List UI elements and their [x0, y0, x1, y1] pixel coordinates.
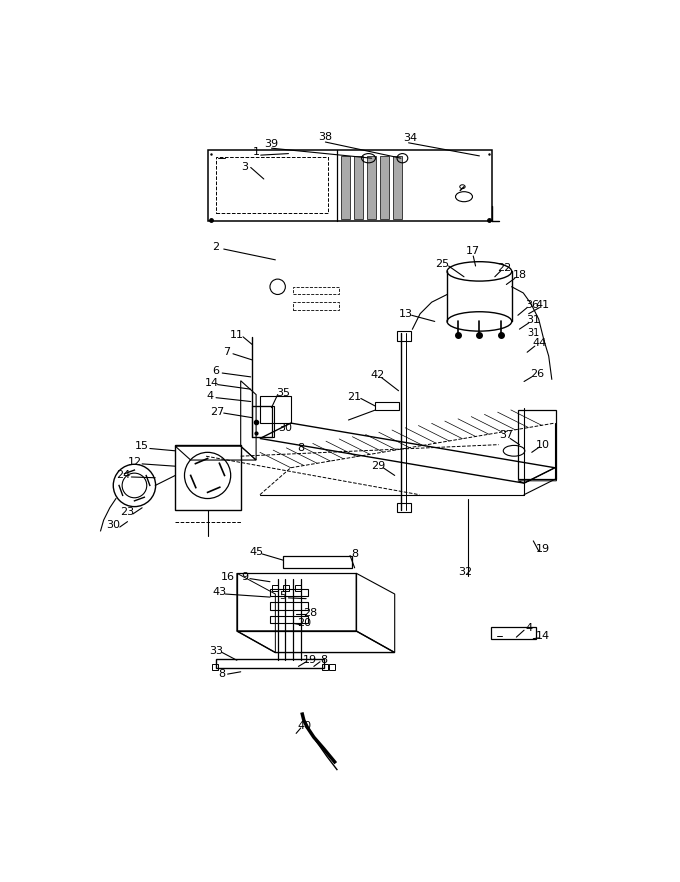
Text: 43: 43 [212, 587, 226, 597]
Text: 41: 41 [535, 300, 549, 310]
Text: 35: 35 [276, 388, 290, 398]
Text: 11: 11 [230, 330, 244, 340]
Text: 26: 26 [530, 369, 544, 378]
Text: 18: 18 [512, 270, 526, 280]
Text: 22: 22 [497, 263, 511, 273]
Text: 8: 8 [218, 669, 225, 679]
Bar [367, 156, 376, 219]
Text: 6: 6 [213, 367, 220, 377]
Text: 31: 31 [527, 328, 539, 338]
Bar [216, 157, 328, 213]
Bar [354, 156, 363, 219]
Bar [270, 616, 309, 624]
Bar [270, 588, 309, 596]
Text: 36: 36 [525, 300, 539, 310]
Text: 30: 30 [278, 422, 292, 433]
Text: 14: 14 [205, 378, 218, 388]
Text: 2: 2 [212, 242, 220, 251]
Text: 34: 34 [403, 133, 417, 143]
Text: 40: 40 [298, 721, 311, 730]
Text: 28: 28 [303, 608, 317, 617]
Text: 16: 16 [220, 572, 235, 582]
Text: 25: 25 [435, 258, 449, 269]
Text: 19: 19 [303, 655, 317, 665]
Bar [212, 664, 218, 670]
Text: 10: 10 [536, 439, 549, 450]
Text: 21: 21 [347, 392, 362, 402]
Text: 24: 24 [116, 470, 131, 481]
Bar [375, 402, 398, 410]
Text: 17: 17 [466, 245, 480, 256]
Text: 32: 32 [458, 567, 473, 577]
Bar [322, 664, 328, 670]
Text: 33: 33 [209, 646, 223, 656]
Text: 7: 7 [223, 348, 231, 357]
Bar [208, 150, 492, 220]
Text: 20: 20 [298, 618, 311, 628]
Bar [491, 627, 536, 639]
Text: 44: 44 [532, 338, 547, 348]
Bar [293, 303, 339, 310]
Text: 23: 23 [120, 507, 134, 518]
Text: 19: 19 [535, 543, 549, 554]
Bar [341, 156, 350, 219]
Text: 29: 29 [371, 461, 385, 471]
Bar [380, 156, 390, 219]
Text: 31: 31 [526, 315, 541, 325]
Text: 4: 4 [206, 391, 214, 401]
Text: 30: 30 [107, 520, 120, 530]
Text: 4: 4 [526, 623, 533, 633]
Bar [393, 156, 403, 219]
Text: 5: 5 [279, 591, 286, 602]
Bar [518, 410, 556, 479]
Bar [283, 585, 289, 591]
Text: 39: 39 [265, 139, 279, 149]
Text: 9: 9 [241, 572, 248, 582]
Text: 8: 8 [320, 655, 328, 665]
Bar [270, 602, 309, 610]
Bar [329, 664, 335, 670]
Text: 8: 8 [351, 549, 358, 559]
Bar [283, 557, 352, 568]
Bar [175, 445, 241, 510]
Text: 45: 45 [249, 548, 263, 557]
Bar [294, 585, 301, 591]
Bar [397, 332, 411, 340]
Text: 1: 1 [252, 147, 260, 157]
Bar [216, 659, 324, 668]
Bar [271, 585, 277, 591]
Text: 8: 8 [297, 444, 305, 453]
Text: 14: 14 [535, 631, 549, 640]
Text: 15: 15 [135, 441, 149, 452]
Text: 13: 13 [399, 309, 413, 318]
Text: 38: 38 [318, 131, 333, 142]
Bar [397, 503, 411, 512]
Bar [293, 287, 339, 295]
Text: 37: 37 [499, 430, 513, 440]
Text: 42: 42 [371, 370, 385, 380]
Text: 12: 12 [127, 457, 141, 467]
Text: 27: 27 [211, 407, 224, 416]
Bar [252, 406, 274, 437]
Text: 3: 3 [241, 162, 248, 173]
